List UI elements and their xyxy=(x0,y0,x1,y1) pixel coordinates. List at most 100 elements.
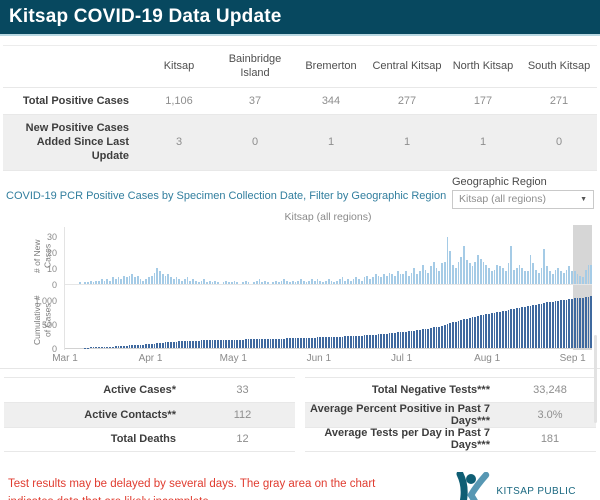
daily-cases-bar[interactable] xyxy=(377,275,380,284)
daily-cases-bar[interactable] xyxy=(170,277,172,284)
daily-cases-bar[interactable] xyxy=(380,277,383,284)
daily-cases-bar[interactable] xyxy=(477,255,479,284)
daily-cases-bar[interactable] xyxy=(347,278,349,284)
daily-cases-bar[interactable] xyxy=(471,266,474,284)
daily-cases-bar[interactable] xyxy=(496,264,499,284)
cumulative-cases-bar[interactable] xyxy=(546,302,548,348)
cumulative-cases-bar[interactable] xyxy=(518,307,521,348)
daily-cases-bar[interactable] xyxy=(360,280,363,284)
cumulative-cases-bar[interactable] xyxy=(228,339,230,348)
daily-cases-bar[interactable] xyxy=(131,274,134,284)
daily-cases-bar[interactable] xyxy=(305,282,308,284)
cumulative-cases-bar[interactable] xyxy=(535,304,537,348)
cumulative-cases-bar[interactable] xyxy=(114,346,117,348)
daily-cases-bar[interactable] xyxy=(430,266,432,284)
cumulative-cases-bar[interactable] xyxy=(264,339,266,348)
daily-cases-bar[interactable] xyxy=(192,278,194,284)
daily-cases-bar[interactable] xyxy=(590,264,593,284)
cumulative-cases-bar[interactable] xyxy=(463,319,466,348)
cumulative-cases-bar[interactable] xyxy=(294,338,297,348)
cumulative-cases-bar[interactable] xyxy=(208,340,211,348)
daily-cases-bar[interactable] xyxy=(233,280,236,284)
daily-cases-bar[interactable] xyxy=(510,245,513,284)
cumulative-cases-bar[interactable] xyxy=(352,336,355,348)
cumulative-cases-bar[interactable] xyxy=(515,308,518,348)
daily-cases-bar[interactable] xyxy=(438,271,441,284)
cumulative-cases-bar[interactable] xyxy=(128,345,131,348)
daily-cases-bar[interactable] xyxy=(327,278,330,284)
daily-cases-bar[interactable] xyxy=(582,277,584,284)
cumulative-cases-bar[interactable] xyxy=(316,337,319,348)
cumulative-cases-bar[interactable] xyxy=(551,301,554,348)
cumulative-cases-bar[interactable] xyxy=(366,335,369,348)
daily-cases-bar[interactable] xyxy=(297,280,300,284)
daily-cases-bar[interactable] xyxy=(421,264,424,284)
daily-cases-bar[interactable] xyxy=(302,280,305,284)
daily-cases-bar[interactable] xyxy=(100,278,103,284)
daily-cases-bar[interactable] xyxy=(117,277,120,284)
daily-cases-bar[interactable] xyxy=(211,282,214,284)
cumulative-cases-bar[interactable] xyxy=(247,339,250,348)
daily-cases-bar[interactable] xyxy=(537,272,540,284)
daily-cases-bar[interactable] xyxy=(341,277,344,284)
scrollbar[interactable] xyxy=(594,335,597,423)
cumulative-cases-bar[interactable] xyxy=(313,337,316,348)
cumulative-cases-bar[interactable] xyxy=(374,334,377,348)
cumulative-cases-bar[interactable] xyxy=(219,340,222,348)
cumulative-cases-bar[interactable] xyxy=(360,335,363,348)
daily-cases-bar[interactable] xyxy=(283,278,286,284)
cumulative-cases-bar[interactable] xyxy=(557,300,560,348)
cumulative-cases-bar[interactable] xyxy=(286,338,289,348)
daily-cases-bar[interactable] xyxy=(515,267,518,284)
daily-cases-bar[interactable] xyxy=(112,277,114,284)
daily-cases-bar[interactable] xyxy=(551,274,554,284)
daily-cases-bar[interactable] xyxy=(427,272,430,284)
cumulative-cases-bar[interactable] xyxy=(117,346,120,348)
daily-cases-bar[interactable] xyxy=(291,280,294,284)
daily-cases-bar[interactable] xyxy=(289,282,291,284)
cumulative-cases-bar[interactable] xyxy=(311,337,313,348)
daily-cases-bar[interactable] xyxy=(443,261,446,284)
daily-cases-bar[interactable] xyxy=(222,282,225,284)
daily-cases-bar[interactable] xyxy=(499,266,501,284)
cumulative-cases-bar[interactable] xyxy=(344,336,347,348)
daily-cases-bar[interactable] xyxy=(217,282,219,284)
cumulative-cases-bar[interactable] xyxy=(540,303,543,348)
cumulative-cases-bar[interactable] xyxy=(178,341,181,348)
daily-cases-bar[interactable] xyxy=(576,274,579,284)
daily-cases-bar[interactable] xyxy=(114,278,117,284)
cumulative-cases-bar[interactable] xyxy=(206,340,208,348)
daily-cases-bar[interactable] xyxy=(84,282,87,284)
daily-cases-bar[interactable] xyxy=(485,264,488,284)
cumulative-cases-bar[interactable] xyxy=(587,296,590,348)
daily-cases-bar[interactable] xyxy=(532,263,535,284)
daily-cases-bar[interactable] xyxy=(103,280,106,284)
cumulative-cases-bar[interactable] xyxy=(175,341,178,348)
daily-cases-bar[interactable] xyxy=(236,282,239,284)
cumulative-cases-bar[interactable] xyxy=(482,314,485,348)
daily-cases-bar[interactable] xyxy=(92,282,95,284)
daily-cases-bar[interactable] xyxy=(369,278,371,284)
daily-cases-bar[interactable] xyxy=(504,271,507,284)
cumulative-cases-bar[interactable] xyxy=(568,299,571,348)
cumulative-cases-bar[interactable] xyxy=(181,341,183,348)
cumulative-cases-bar[interactable] xyxy=(388,333,391,348)
daily-cases-bar[interactable] xyxy=(311,278,313,284)
daily-cases-bar[interactable] xyxy=(482,261,485,284)
daily-cases-bar[interactable] xyxy=(526,271,529,284)
cumulative-cases-bar[interactable] xyxy=(186,340,189,348)
cumulative-cases-bar[interactable] xyxy=(573,298,576,348)
daily-cases-bar[interactable] xyxy=(78,282,81,284)
daily-cases-bar[interactable] xyxy=(424,269,427,284)
daily-cases-bar[interactable] xyxy=(565,269,568,284)
daily-cases-bar[interactable] xyxy=(244,280,247,284)
cumulative-cases-bar[interactable] xyxy=(324,337,327,348)
daily-cases-bar[interactable] xyxy=(181,280,183,284)
cumulative-cases-bar[interactable] xyxy=(562,300,565,348)
daily-cases-bar[interactable] xyxy=(225,280,228,284)
daily-cases-bar[interactable] xyxy=(167,274,170,284)
daily-cases-bar[interactable] xyxy=(383,274,385,284)
cumulative-cases-bar[interactable] xyxy=(571,298,573,348)
cumulative-cases-bar[interactable] xyxy=(576,298,579,348)
daily-cases-bar[interactable] xyxy=(407,275,410,284)
